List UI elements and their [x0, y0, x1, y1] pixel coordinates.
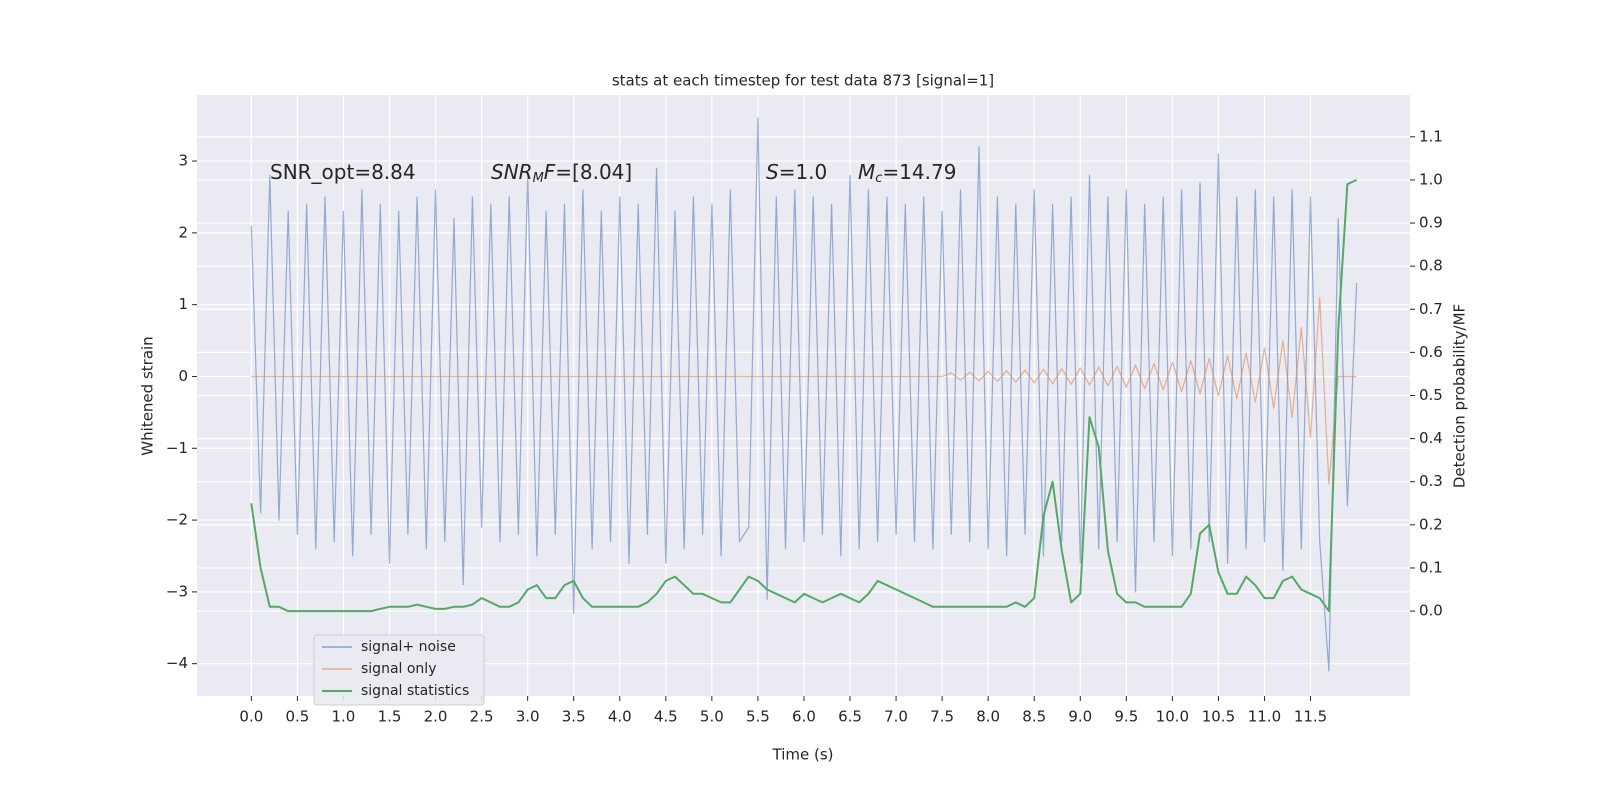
annotation-part: =[8.04]: [555, 160, 632, 184]
x-tick-label: 1.5: [378, 708, 402, 726]
x-tick-label: 8.0: [976, 708, 1000, 726]
legend-label: signal+ noise: [361, 639, 456, 655]
annotation-part: F=[8.04]: [544, 160, 632, 184]
x-tick-label: 3.0: [516, 708, 540, 726]
chart-title: stats at each timestep for test data 873…: [612, 72, 994, 90]
annotation-part: F: [544, 160, 556, 184]
x-tick-label: 9.0: [1068, 708, 1092, 726]
y-tick-label: −3: [166, 582, 188, 600]
x-tick-label: 3.5: [562, 708, 586, 726]
x-tick-label: 2.0: [424, 708, 448, 726]
legend-box: [313, 634, 485, 706]
x-tick-label: 2.5: [470, 708, 494, 726]
y2-tick-label: 1.0: [1419, 170, 1443, 188]
x-tick-label: 6.0: [792, 708, 816, 726]
x-tick-label: 4.0: [608, 708, 632, 726]
x-tick-label: 10.0: [1156, 708, 1189, 726]
x-tick-label: 11.0: [1248, 708, 1281, 726]
legend-label: signal statistics: [361, 683, 469, 699]
series-line: [250, 178, 1358, 613]
x-axis-label: Time (s): [772, 746, 834, 764]
y-tick-label: −1: [166, 439, 188, 457]
annotation-part: =14.79: [882, 160, 956, 184]
annotation: Mc=14.79: [858, 160, 956, 186]
x-tick-label: 5.0: [700, 708, 724, 726]
annotation-part: M: [858, 160, 875, 184]
x-tick-label: 0.5: [285, 708, 309, 726]
x-tick-label: 5.5: [746, 708, 770, 726]
legend-label: signal only: [361, 661, 436, 677]
x-tick-label: 10.5: [1202, 708, 1235, 726]
series-line: [251, 296, 1357, 485]
y-tick-label: 0: [178, 367, 188, 385]
x-tick-label: 1.0: [332, 708, 356, 726]
annotation-part: SNR_opt=8.84: [270, 160, 416, 184]
x-tick-label: 6.5: [838, 708, 862, 726]
y2-axis-label: Detection probability/MF: [1451, 304, 1469, 488]
x-tick-label: 7.0: [884, 708, 908, 726]
annotation-part: M: [533, 171, 544, 186]
legend: signal+ noise signal only signal statistic…: [313, 634, 485, 706]
annotation: S=1.0: [766, 160, 827, 184]
x-tick-label: 9.5: [1114, 708, 1138, 726]
series-line: [250, 117, 1358, 672]
y2-tick-label: 1.1: [1419, 127, 1443, 145]
annotation-part: =1.0: [779, 160, 828, 184]
annotation: SNRMF=[8.04]: [491, 160, 632, 186]
y2-tick-label: 0.1: [1419, 558, 1443, 576]
annotation-part: c: [875, 171, 882, 186]
y2-tick-label: 0.4: [1419, 429, 1443, 447]
y2-tick-label: 0.9: [1419, 214, 1443, 232]
x-tick-label: 8.5: [1022, 708, 1046, 726]
x-tick-label: 0.0: [239, 708, 263, 726]
annotation-part: SNR: [491, 160, 533, 184]
y2-tick-label: 0.8: [1419, 257, 1443, 275]
annotation-part: S: [766, 160, 779, 184]
x-tick-label: 4.5: [654, 708, 678, 726]
y-tick-label: 1: [178, 295, 188, 313]
y-axis-label: Whitened strain: [139, 336, 157, 455]
y2-tick-label: 0.0: [1419, 602, 1443, 620]
y2-tick-label: 0.3: [1419, 472, 1443, 490]
x-tick-label: 11.5: [1294, 708, 1327, 726]
annotation: SNR_opt=8.84: [270, 160, 416, 184]
y-tick-label: 2: [178, 223, 188, 241]
y-tick-label: −2: [166, 511, 188, 529]
y2-tick-label: 0.6: [1419, 343, 1443, 361]
y-tick-label: −4: [166, 654, 188, 672]
y2-tick-label: 0.5: [1419, 386, 1443, 404]
y2-tick-label: 0.7: [1419, 300, 1443, 318]
x-tick-label: 7.5: [930, 708, 954, 726]
y-tick-label: 3: [178, 152, 188, 170]
y2-tick-label: 0.2: [1419, 515, 1443, 533]
